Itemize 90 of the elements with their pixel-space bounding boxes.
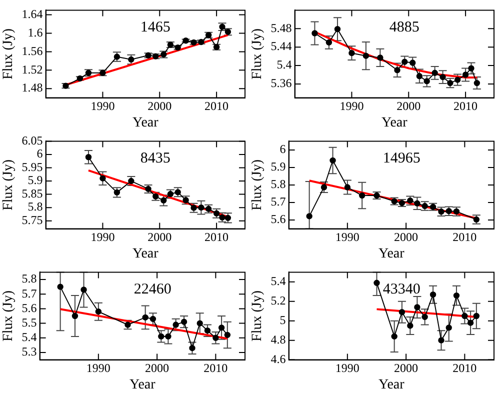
x-tick-label: 2000 [394, 230, 418, 244]
y-tick-label: 5.2 [270, 294, 286, 308]
y-tick-label: 1.48 [22, 80, 43, 95]
y-tick-label: 5.6 [270, 212, 286, 226]
annotation: 1465 [140, 20, 170, 36]
point [422, 314, 428, 320]
x-tick-label: 2000 [148, 230, 172, 244]
y-tick-label: 5.36 [270, 76, 292, 90]
x-tick-label: 2010 [452, 361, 477, 376]
y-tick-label: 1.52 [22, 62, 43, 76]
y-tick-label: 5.4 [276, 58, 292, 72]
x-tick-label: 2010 [204, 99, 229, 114]
point [57, 284, 64, 290]
x-tick-label: 1990 [335, 361, 360, 376]
point [80, 286, 87, 293]
y-tick-label: 5.6 [22, 300, 37, 315]
x-axis-title: Year [132, 246, 159, 262]
point [473, 312, 480, 320]
y-axis-title: Flux (Jy) [1, 28, 16, 80]
x-axis-title: Year [378, 246, 405, 262]
y-tick-label: 5 [280, 313, 286, 328]
x-tick-label: 1990 [335, 230, 360, 244]
x-tick-label: 2000 [394, 361, 418, 376]
point [467, 320, 474, 326]
point [165, 333, 172, 340]
point [374, 280, 380, 286]
point [438, 337, 444, 344]
y-tick-label: 5.8 [28, 200, 43, 214]
point [453, 292, 460, 299]
x-tick-label: 2010 [452, 230, 477, 244]
y-tick-label: 1.56 [22, 44, 43, 58]
point [391, 333, 398, 340]
y-tick-label: 5.48 [270, 20, 292, 35]
x-axis-title: Year [378, 377, 405, 392]
point [414, 304, 420, 310]
x-tick-label: 2000 [145, 361, 170, 376]
annotation: 4885 [389, 20, 420, 36]
y-axis-title: Flux (Jy) [1, 290, 16, 342]
x-tick-label: 2010 [204, 230, 229, 244]
y-tick-label: 5.5 [22, 315, 37, 330]
x-tick-label: 2000 [148, 99, 172, 114]
annotation: 43340 [382, 282, 420, 298]
y-tick-label: 5.9 [270, 160, 286, 174]
x-tick-label: 1990 [90, 230, 115, 244]
annotation: 14965 [382, 150, 420, 167]
point [95, 308, 102, 315]
point [196, 320, 203, 326]
y-tick-label: 5.4 [270, 274, 286, 288]
point [407, 322, 414, 329]
y-tick-label: 5.3 [22, 344, 37, 359]
y-axis-title: Flux (Jy) [250, 290, 266, 342]
y-tick-label: 5.7 [22, 286, 37, 300]
y-tick-label: 1.6 [28, 25, 43, 40]
point [462, 312, 468, 320]
y-tick-label: 5.4 [22, 330, 37, 344]
y-tick-label: 6 [36, 146, 43, 161]
point [446, 324, 452, 331]
y-tick-label: 4.6 [270, 352, 286, 366]
y-tick-label: 5.7 [270, 194, 286, 209]
annotation: 22460 [134, 282, 172, 298]
point [142, 314, 148, 321]
y-tick-label: 1.64 [22, 6, 43, 21]
y-axis-title: Flux (Jy) [250, 28, 266, 80]
x-tick-label: 2010 [204, 361, 228, 376]
y-axis-title: Flux (Jy) [1, 159, 16, 210]
x-tick-label: 2000 [396, 99, 421, 114]
x-axis-title: Year [132, 115, 159, 130]
x-tick-label: 1990 [86, 361, 110, 376]
point [218, 324, 225, 331]
y-tick-label: 4.8 [270, 332, 286, 346]
x-axis-title: Year [129, 377, 156, 392]
y-tick-label: 6.05 [22, 133, 43, 148]
point [224, 332, 231, 338]
y-tick-label: 5.44 [270, 39, 292, 54]
point [398, 309, 406, 316]
x-tick-label: 2010 [454, 99, 478, 114]
x-tick-label: 1990 [90, 99, 115, 114]
point [430, 291, 436, 298]
x-tick-label: 1990 [340, 99, 364, 114]
annotation: 8435 [140, 150, 170, 167]
y-tick-label: 5.95 [22, 160, 43, 174]
y-tick-label: 5.9 [28, 173, 43, 188]
y-tick-label: 5.85 [22, 186, 43, 200]
x-axis-title: Year [381, 115, 408, 130]
y-tick-label: 5.8 [22, 272, 37, 286]
y-tick-label: 5.8 [270, 177, 286, 192]
point [72, 312, 78, 320]
y-axis-title: Flux (Jy) [250, 159, 266, 210]
y-tick-label: 5.75 [22, 212, 43, 227]
y-tick-label: 6 [280, 142, 286, 156]
